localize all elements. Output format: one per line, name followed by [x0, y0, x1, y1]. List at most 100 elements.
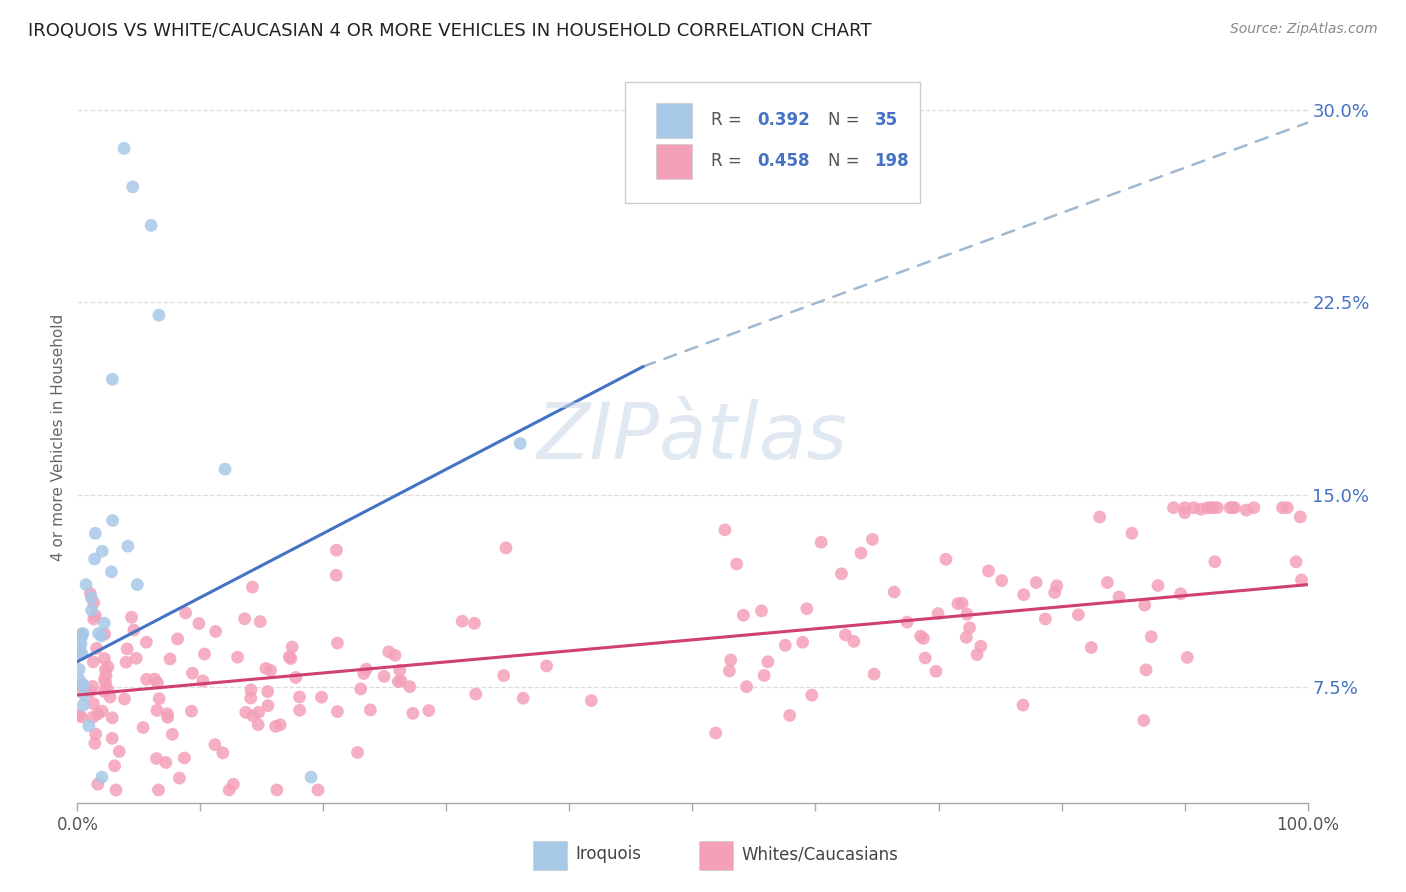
Point — [86, 641, 108, 656]
Point — [264, 719, 287, 733]
Point — [108, 744, 131, 758]
Text: Whites/Caucasians: Whites/Caucasians — [742, 845, 898, 863]
Point — [97, 660, 120, 674]
Point — [235, 706, 257, 720]
Point — [121, 179, 143, 194]
Text: N =: N = — [828, 153, 865, 170]
Point — [956, 607, 979, 622]
Point — [325, 568, 347, 582]
Point — [842, 634, 865, 648]
Point — [910, 629, 932, 643]
Point — [398, 680, 420, 694]
Point — [278, 649, 301, 664]
Point — [191, 673, 214, 688]
Point — [143, 672, 166, 686]
Point — [1140, 630, 1163, 644]
Point — [101, 711, 124, 725]
Point — [218, 783, 240, 797]
Point — [156, 706, 179, 721]
Point — [387, 674, 409, 689]
Point — [946, 597, 969, 611]
Point — [966, 648, 988, 662]
Point — [1199, 500, 1222, 515]
Point — [1067, 607, 1090, 622]
Point — [84, 727, 107, 741]
Point — [242, 708, 264, 723]
Point — [288, 690, 311, 704]
Point — [914, 651, 936, 665]
Point — [896, 615, 918, 629]
Point — [1222, 500, 1244, 515]
Point — [72, 678, 94, 692]
Point — [925, 665, 948, 679]
Point — [353, 666, 375, 681]
Point — [704, 726, 727, 740]
Point — [830, 566, 852, 581]
FancyBboxPatch shape — [624, 82, 920, 203]
Point — [269, 717, 291, 731]
Point — [159, 652, 181, 666]
Point — [346, 746, 368, 760]
Point — [509, 436, 531, 450]
Point — [93, 627, 115, 641]
Point — [70, 629, 93, 643]
Point — [464, 687, 486, 701]
Point — [373, 669, 395, 683]
Point — [222, 777, 245, 791]
Point — [72, 678, 94, 692]
Point — [512, 691, 534, 706]
Point — [288, 703, 311, 717]
Point — [91, 704, 114, 718]
Point — [82, 655, 104, 669]
Point — [1182, 500, 1205, 515]
Point — [536, 659, 558, 673]
Point — [451, 614, 474, 628]
Point — [927, 607, 949, 621]
Point — [418, 704, 440, 718]
Point — [115, 641, 138, 656]
Point — [1043, 585, 1066, 599]
Text: ZIPàtlas: ZIPàtlas — [537, 399, 848, 475]
Point — [359, 703, 381, 717]
Point — [959, 621, 981, 635]
Point — [82, 710, 104, 724]
Point — [1204, 555, 1226, 569]
Point — [1170, 587, 1192, 601]
Point — [82, 697, 104, 711]
Point — [249, 615, 271, 629]
Point — [180, 704, 202, 718]
Point — [98, 690, 121, 704]
Point — [82, 680, 104, 694]
Point — [280, 651, 302, 665]
Point — [1243, 500, 1265, 515]
Point — [389, 673, 412, 688]
Point — [1088, 510, 1111, 524]
Point — [135, 673, 157, 687]
Point — [354, 662, 377, 676]
Point — [751, 604, 773, 618]
Point — [141, 219, 163, 233]
Point — [90, 629, 112, 643]
Point — [67, 679, 90, 693]
Point — [79, 684, 101, 698]
Point — [112, 692, 135, 706]
Point — [156, 710, 179, 724]
Text: Iroquois: Iroquois — [575, 845, 641, 863]
Point — [1189, 502, 1212, 516]
Point — [70, 637, 93, 651]
Point — [105, 783, 128, 797]
Point — [239, 691, 262, 706]
Point — [69, 641, 91, 656]
Point — [775, 638, 797, 652]
Point — [127, 577, 149, 591]
Point — [1174, 500, 1197, 515]
Point — [146, 675, 169, 690]
Point — [181, 666, 204, 681]
Point — [93, 616, 115, 631]
Text: Source: ZipAtlas.com: Source: ZipAtlas.com — [1230, 22, 1378, 37]
Point — [93, 651, 115, 665]
Point — [284, 671, 307, 685]
Point — [970, 639, 993, 653]
Point — [950, 596, 973, 610]
Point — [325, 543, 347, 558]
